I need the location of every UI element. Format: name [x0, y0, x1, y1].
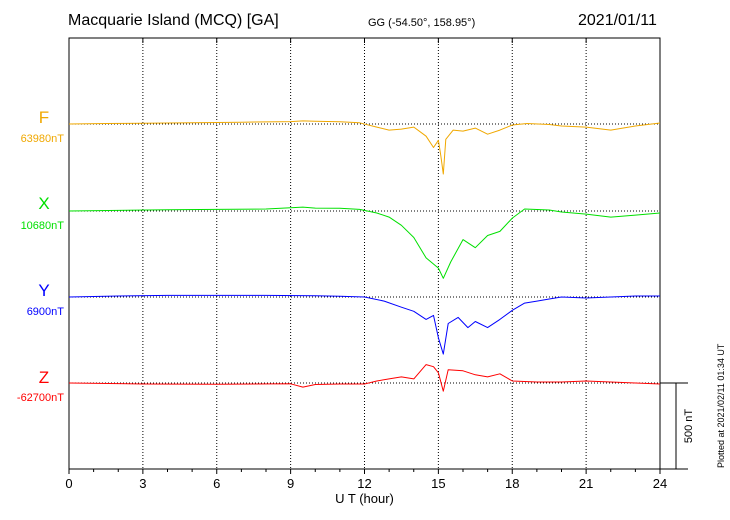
- series-name-f: F: [39, 108, 49, 127]
- series-line-f: [68, 120, 661, 175]
- series-name-z: Z: [39, 368, 49, 387]
- plotted-timestamp: Plotted at 2021/02/11 01:34 UT: [716, 343, 726, 468]
- x-tick-label: 6: [213, 476, 220, 491]
- baseline-label-y: 6900nT: [27, 306, 65, 318]
- scale-bar-label: 500 nT: [683, 409, 695, 444]
- series-line-y: [68, 294, 660, 355]
- chart-date: 2021/01/11: [578, 12, 657, 29]
- series-name-x: X: [38, 194, 49, 213]
- x-tick-label: 18: [505, 476, 519, 491]
- x-tick-label: 0: [65, 476, 72, 491]
- x-tick-label: 9: [287, 476, 294, 491]
- series-name-y: Y: [38, 281, 49, 300]
- baseline-label-x: 10680nT: [21, 220, 65, 232]
- x-tick-label: 15: [431, 476, 445, 491]
- x-tick-label: 21: [579, 476, 593, 491]
- baseline-label-z: -62700nT: [17, 392, 64, 404]
- series-line-z: [68, 364, 661, 392]
- station-coordinates: GG (-54.50°, 158.95°): [368, 17, 476, 29]
- x-tick-label: 3: [139, 476, 146, 491]
- x-tick-label: 12: [357, 476, 371, 491]
- x-axis-label: U T (hour): [335, 491, 394, 506]
- x-tick-label: 24: [653, 476, 667, 491]
- chart-title: Macquarie Island (MCQ) [GA]: [68, 12, 279, 29]
- series-line-x: [68, 206, 661, 279]
- baseline-label-f: 63980nT: [21, 133, 65, 145]
